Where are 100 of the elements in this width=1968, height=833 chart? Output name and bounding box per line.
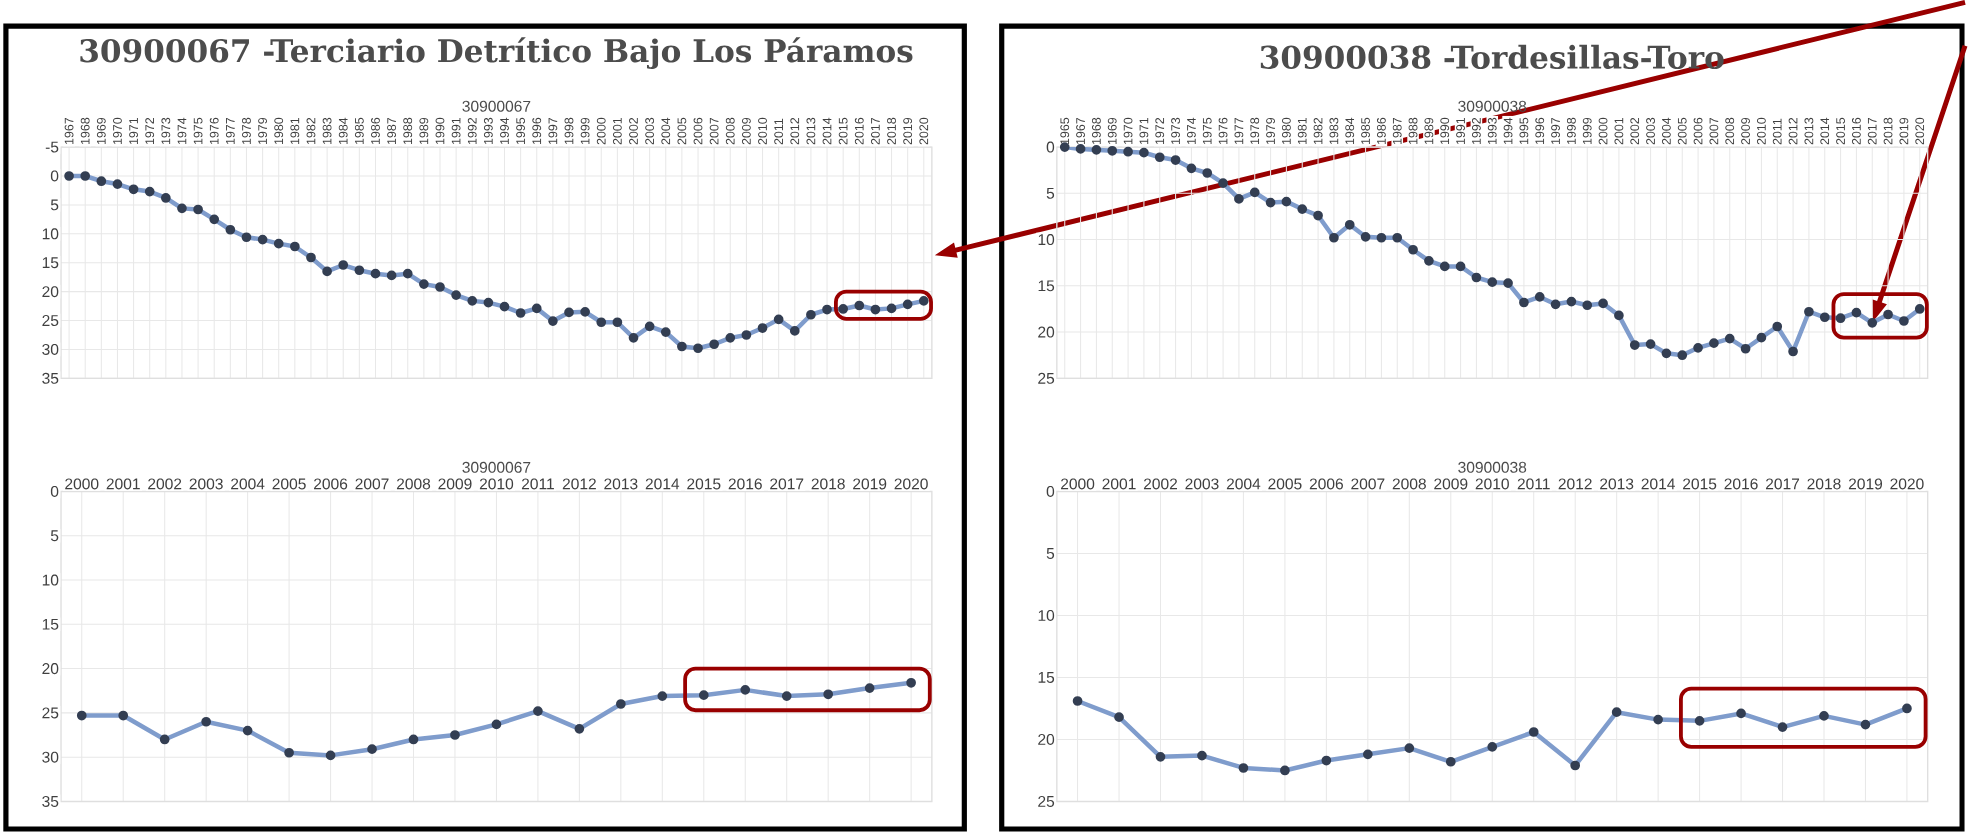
x-tick-label: 2000 bbox=[1061, 478, 1095, 490]
chart-title: 30900067 -Terciario Detrítico Bajo Los Páramos bbox=[80, 37, 913, 69]
x-tick-label: 2018 bbox=[887, 117, 896, 145]
x-tick-label: 1972 bbox=[145, 117, 155, 145]
x-tick-label: 1988 bbox=[1408, 117, 1418, 145]
x-tick-label: 1989 bbox=[1424, 117, 1434, 145]
y-tick-label: 15 bbox=[1038, 672, 1055, 683]
x-tick-label: 1991 bbox=[451, 117, 461, 145]
y-tick-label: 10 bbox=[42, 574, 59, 586]
chart-subtitle: 30900067 bbox=[462, 100, 531, 112]
y-tick-label: 5 bbox=[1046, 187, 1055, 199]
x-tick-label: 1983 bbox=[1329, 117, 1339, 145]
y-tick-label: 0 bbox=[1046, 486, 1055, 498]
chart-subtitle: 30900038 bbox=[1458, 100, 1527, 112]
y-tick-label: 15 bbox=[1038, 280, 1055, 292]
x-tick-label: 1970 bbox=[1123, 117, 1133, 145]
x-tick-label: 2004 bbox=[1661, 117, 1671, 145]
x-tick-label: 2018 bbox=[1883, 117, 1893, 145]
x-tick-label: 2014 bbox=[645, 478, 680, 490]
x-tick-label: 1968 bbox=[1091, 117, 1101, 145]
x-tick-label: 1985 bbox=[1361, 117, 1370, 145]
x-tick-label: 1980 bbox=[1281, 117, 1291, 145]
x-tick-label: 2005 bbox=[1268, 478, 1302, 490]
x-tick-label: 1986 bbox=[1376, 117, 1386, 145]
y-tick-label: 25 bbox=[1038, 372, 1055, 384]
x-tick-label: 1978 bbox=[242, 117, 251, 145]
x-tick-label: 1994 bbox=[500, 117, 509, 145]
chart-title: 30900038 -Tordesillas-Toro bbox=[1260, 44, 1724, 69]
x-tick-label: 1990 bbox=[1440, 117, 1450, 145]
y-tick-label: 5 bbox=[1046, 548, 1055, 559]
x-tick-label: 2008 bbox=[1392, 478, 1426, 490]
x-tick-label: 2000 bbox=[1598, 117, 1608, 145]
x-tick-label: 2010 bbox=[1475, 478, 1509, 490]
x-tick-label: 2013 bbox=[1804, 117, 1814, 145]
y-tick-label: 15 bbox=[42, 618, 59, 630]
x-tick-label: 1984 bbox=[338, 117, 348, 145]
x-tick-label: 2018 bbox=[811, 478, 845, 490]
x-tick-label: 1968 bbox=[80, 117, 90, 145]
y-tick-label: 25 bbox=[1038, 795, 1055, 807]
x-tick-label: 1989 bbox=[419, 117, 429, 145]
x-tick-label: 2003 bbox=[645, 117, 655, 145]
x-tick-label: 2009 bbox=[438, 478, 472, 490]
x-tick-label: 2005 bbox=[677, 117, 687, 145]
x-tick-label: 2004 bbox=[661, 117, 671, 145]
x-tick-label: 2016 bbox=[1724, 478, 1758, 490]
y-tick-label: 10 bbox=[1038, 610, 1055, 622]
x-tick-label: 2008 bbox=[396, 478, 431, 490]
x-tick-label: 1999 bbox=[1582, 117, 1592, 145]
x-tick-label: 1996 bbox=[1535, 117, 1545, 145]
x-tick-label: 2014 bbox=[1641, 478, 1675, 490]
y-tick-label: 20 bbox=[42, 286, 59, 298]
x-tick-label: 1985 bbox=[354, 117, 364, 145]
x-tick-label: 2006 bbox=[314, 478, 348, 490]
x-tick-label: 1990 bbox=[435, 117, 445, 145]
x-tick-label: 1981 bbox=[1297, 117, 1307, 145]
x-tick-label: 2006 bbox=[1693, 117, 1703, 145]
x-tick-label: 2010 bbox=[1756, 117, 1766, 145]
x-tick-label: 2005 bbox=[272, 478, 306, 490]
y-tick-label: 0 bbox=[1046, 141, 1055, 153]
x-tick-label: 1979 bbox=[1266, 117, 1275, 145]
x-tick-label: 1982 bbox=[1313, 117, 1323, 145]
x-tick-label: 1992 bbox=[1471, 117, 1481, 145]
x-tick-label: 2012 bbox=[1558, 478, 1592, 490]
x-tick-label: 2006 bbox=[693, 117, 703, 145]
x-tick-label: 2019 bbox=[903, 117, 913, 145]
x-tick-label: 2019 bbox=[853, 478, 887, 490]
x-tick-label: 1993 bbox=[1487, 117, 1497, 145]
x-tick-label: 1967 bbox=[64, 117, 74, 145]
x-tick-label: 1971 bbox=[129, 117, 138, 145]
x-tick-label: 2017 bbox=[1765, 478, 1800, 490]
x-tick-label: 1965 bbox=[1060, 117, 1070, 145]
x-tick-label: 2003 bbox=[189, 478, 223, 490]
x-tick-label: 1981 bbox=[290, 117, 300, 145]
x-tick-label: 2020 bbox=[919, 117, 929, 145]
x-tick-label: 2015 bbox=[1683, 478, 1717, 490]
y-tick-label: 0 bbox=[50, 170, 59, 182]
x-tick-label: 2007 bbox=[709, 117, 719, 145]
x-tick-label: 2002 bbox=[148, 478, 182, 490]
x-tick-label: 1988 bbox=[403, 117, 413, 145]
y-tick-label: 20 bbox=[42, 663, 59, 675]
x-tick-label: 2003 bbox=[1185, 478, 1219, 490]
x-tick-label: 1998 bbox=[564, 117, 574, 145]
x-tick-label: 1975 bbox=[193, 117, 203, 145]
y-tick-label: -5 bbox=[45, 141, 59, 153]
x-tick-label: 2018 bbox=[1807, 478, 1841, 490]
x-tick-label: 2009 bbox=[741, 117, 751, 145]
x-tick-label: 2004 bbox=[1226, 478, 1261, 490]
x-tick-label: 2012 bbox=[1788, 117, 1798, 145]
x-tick-label: 1997 bbox=[1551, 117, 1560, 145]
x-tick-label: 1996 bbox=[532, 117, 542, 145]
y-tick-label: 15 bbox=[42, 257, 59, 269]
x-tick-label: 2006 bbox=[1309, 478, 1343, 490]
x-tick-label: 2011 bbox=[1772, 118, 1782, 145]
x-tick-label: 1974 bbox=[1186, 117, 1196, 145]
x-tick-label: 1998 bbox=[1566, 117, 1576, 145]
x-tick-label: 2001 bbox=[1614, 117, 1624, 145]
x-tick-label: 1993 bbox=[483, 117, 493, 145]
x-tick-label: 2011 bbox=[774, 118, 784, 145]
x-tick-label: 1986 bbox=[371, 117, 380, 145]
x-tick-label: 2000 bbox=[596, 117, 606, 145]
